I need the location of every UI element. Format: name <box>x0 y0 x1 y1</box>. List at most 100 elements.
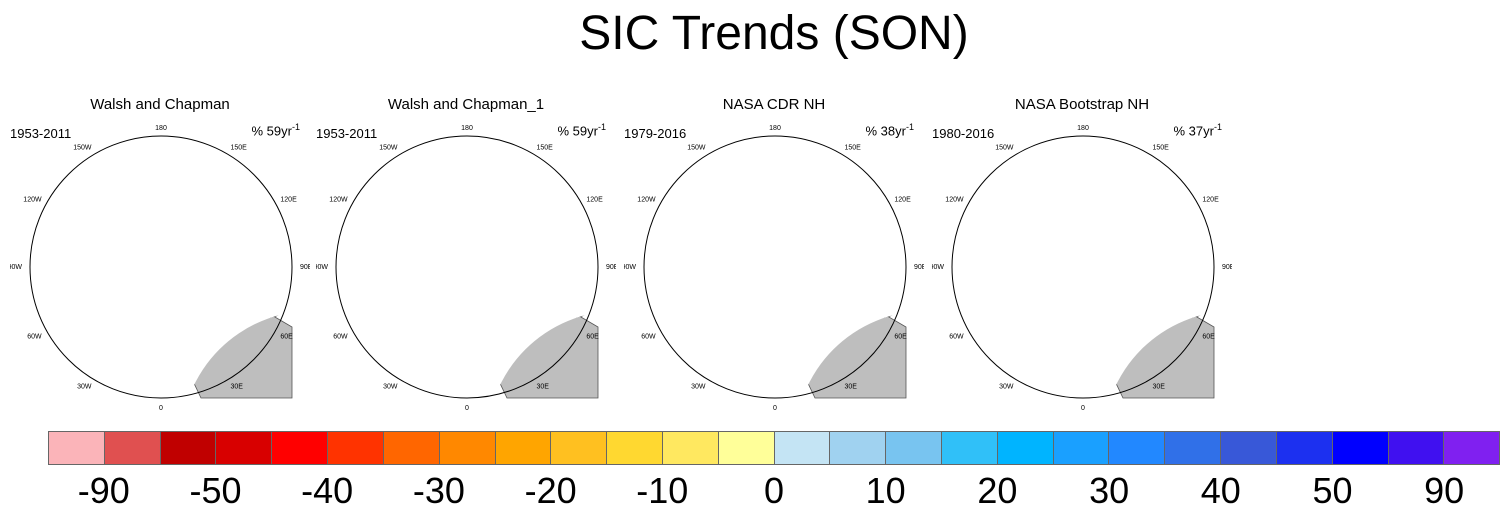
longitude-label: 120E <box>894 197 911 204</box>
colorbar <box>48 431 1500 465</box>
polar-map: 180 150E 120E 90E 60E 30E 0 30W 60W 90W 120W 150W <box>624 125 924 412</box>
colorbar-labels: -90 -50 -40 -30 -20 -10 0 10 20 30 40 50 90 <box>48 470 1500 511</box>
longitude-label: 150W <box>687 145 706 152</box>
longitude-label: 120E <box>1202 197 1219 204</box>
polar-map: 180 150E 120E 90E 60E 30E 0 30W 60W 90W 120W 150W <box>10 125 310 412</box>
map-boundary <box>951 135 1215 399</box>
longitude-label: 30E <box>845 383 858 390</box>
longitude-label: 30W <box>77 383 92 390</box>
panel-trend-units: % 38yr-1 <box>865 122 914 139</box>
panel-trend-units: % 37yr-1 <box>1173 122 1222 139</box>
map-panel: 180 150E 120E 90E 60E 30E 0 30W 60W 90W 120W 150W NA… <box>932 92 1232 412</box>
colorbar-box <box>718 432 775 464</box>
colorbar-tick-label: -90 <box>77 470 130 511</box>
longitude-label: 180 <box>461 125 473 132</box>
colorbar-box <box>160 432 217 464</box>
longitude-label: 90W <box>624 264 636 271</box>
longitude-label: 180 <box>1077 125 1089 132</box>
colorbar-tick-label: 30 <box>1089 470 1130 511</box>
longitude-label: 90W <box>316 264 328 271</box>
colorbar-box <box>439 432 496 464</box>
longitude-label: 60W <box>949 334 964 341</box>
longitude-label: 60E <box>280 334 293 341</box>
longitude-label: 150W <box>995 145 1014 152</box>
colorbar-box <box>997 432 1054 464</box>
longitude-label: 60E <box>586 334 599 341</box>
longitude-label: 150W <box>73 145 92 152</box>
panel-years: 1953-2011 <box>10 126 72 141</box>
longitude-label: 90E <box>1222 264 1232 271</box>
longitude-label: 90W <box>932 264 944 271</box>
colorbar-tick-label: 50 <box>1312 470 1353 511</box>
colorbar-box <box>383 432 440 464</box>
longitude-label: 120W <box>637 197 656 204</box>
map-boundary <box>335 135 599 399</box>
map-boundary <box>643 135 907 399</box>
colorbar-box <box>1276 432 1333 464</box>
longitude-label: 60E <box>894 334 907 341</box>
panel-title: Walsh and Chapman_1 <box>387 96 545 113</box>
longitude-label: 60W <box>641 334 656 341</box>
longitude-label: 0 <box>159 405 163 412</box>
longitude-label: 90W <box>10 264 22 271</box>
colorbar-box <box>1388 432 1445 464</box>
colorbar-box <box>1109 432 1166 464</box>
panel-years: 1953-2011 <box>316 126 378 141</box>
longitude-label: 150E <box>537 145 554 152</box>
colorbar-tick-label: 0 <box>763 470 785 511</box>
colorbar-tick-label: 90 <box>1424 470 1465 511</box>
longitude-label: 0 <box>773 405 777 412</box>
colorbar-box <box>607 432 663 464</box>
chart-title: SIC Trends (SON) <box>579 7 969 60</box>
longitude-label: 150E <box>845 145 862 152</box>
colorbar-box <box>495 432 552 464</box>
colorbar-tick-label: -30 <box>412 470 465 511</box>
longitude-label: 90E <box>606 264 616 271</box>
longitude-label: 60E <box>1202 334 1215 341</box>
colorbar-tick-label: -50 <box>189 470 242 511</box>
longitude-label: 0 <box>465 405 469 412</box>
colorbar-box <box>49 432 105 464</box>
longitude-label: 150E <box>1153 145 1170 152</box>
colorbar-box <box>1221 432 1277 464</box>
longitude-label: 30E <box>1153 383 1166 390</box>
colorbar-box <box>942 432 998 464</box>
colorbar-tick-label: -40 <box>301 470 354 511</box>
longitude-label: 0 <box>1081 405 1085 412</box>
colorbar-tick-label: 20 <box>977 470 1018 511</box>
panel-title: NASA CDR NH <box>722 96 826 113</box>
longitude-label: 90E <box>300 264 310 271</box>
map-panel: 180 150E 120E 90E 60E 30E 0 30W 60W 90W 120W 150W Wa… <box>10 92 310 412</box>
map-boundary <box>29 135 293 399</box>
longitude-label: 150W <box>379 145 398 152</box>
panel-years: 1979-2016 <box>624 126 687 141</box>
longitude-label: 90E <box>914 264 924 271</box>
longitude-label: 120W <box>23 197 42 204</box>
longitude-label: 60W <box>333 334 348 341</box>
colorbar-tick-label: -20 <box>524 470 577 511</box>
polar-map: 180 150E 120E 90E 60E 30E 0 30W 60W 90W 120W 150W <box>932 125 1232 412</box>
colorbar-tick-label: -10 <box>636 470 689 511</box>
longitude-label: 150E <box>231 145 248 152</box>
colorbar-tick-label: 10 <box>865 470 906 511</box>
colorbar-box <box>1053 432 1110 464</box>
longitude-label: 60W <box>27 334 42 341</box>
longitude-label: 120E <box>586 197 603 204</box>
longitude-label: 30W <box>999 383 1014 390</box>
colorbar-box <box>1165 432 1222 464</box>
panel-trend-units: % 59yr-1 <box>557 122 606 139</box>
colorbar-box <box>1332 432 1389 464</box>
map-panel: 180 150E 120E 90E 60E 30E 0 30W 60W 90W 120W 150W Wa… <box>316 92 616 412</box>
panel-trend-units: % 59yr-1 <box>251 122 300 139</box>
colorbar-box <box>104 432 161 464</box>
colorbar-box <box>774 432 831 464</box>
map-panel: 180 150E 120E 90E 60E 30E 0 30W 60W 90W 120W 150W NA… <box>624 92 924 412</box>
longitude-label: 180 <box>155 125 167 132</box>
polar-map: 180 150E 120E 90E 60E 30E 0 30W 60W 90W 120W 150W <box>316 125 616 412</box>
longitude-label: 30W <box>383 383 398 390</box>
panel-title: Walsh and Chapman <box>90 96 230 113</box>
longitude-label: 30E <box>537 383 550 390</box>
colorbar-box <box>662 432 719 464</box>
longitude-label: 30E <box>231 383 244 390</box>
longitude-label: 120E <box>280 197 297 204</box>
